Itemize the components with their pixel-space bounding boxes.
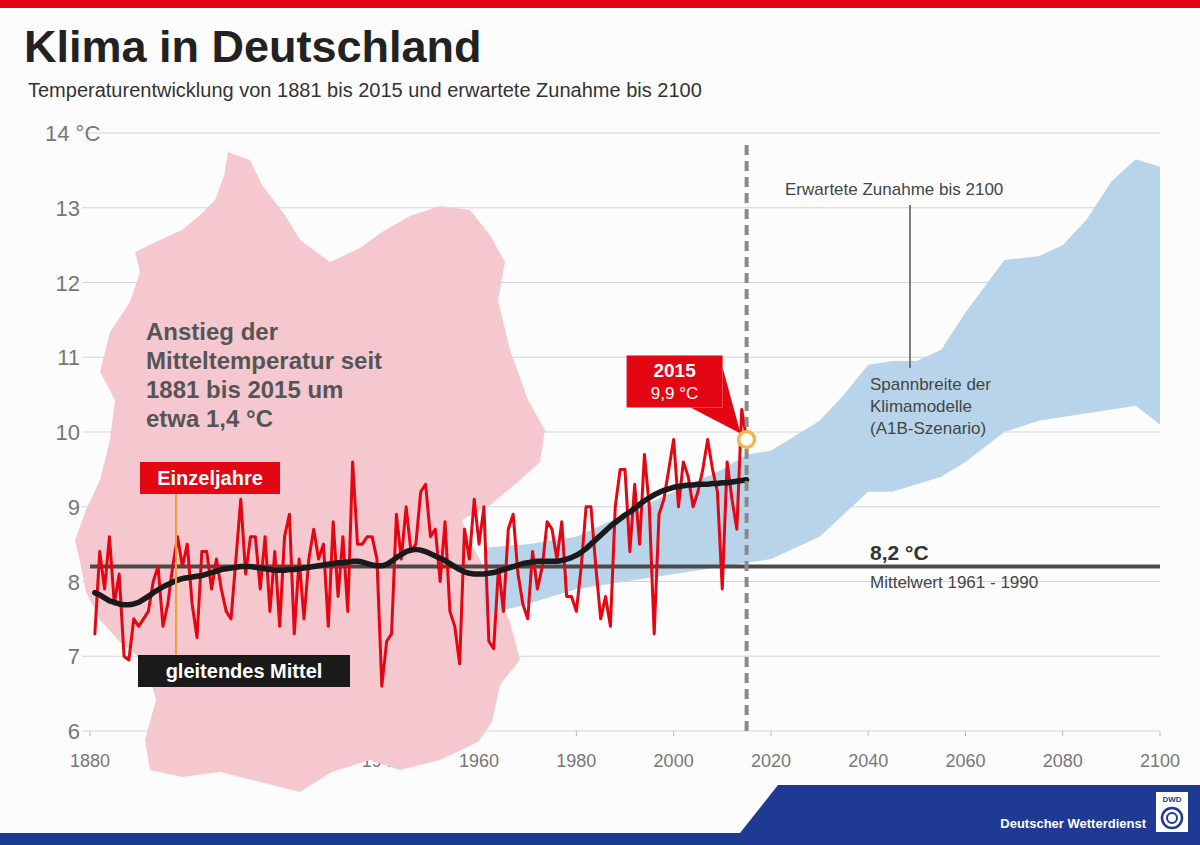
grid-line — [82, 133, 1160, 134]
x-tick-label: 1960 — [459, 751, 499, 771]
rise-annotation: 1881 bis 2015 um — [146, 376, 343, 403]
leader-line — [909, 205, 911, 368]
x-tick-label: 1880 — [70, 751, 110, 771]
y-tick-label: 14 °C — [45, 121, 100, 146]
logo-text: DWD — [1162, 795, 1181, 804]
x-tick-label: 2040 — [848, 751, 888, 771]
label-leader — [175, 492, 177, 656]
x-tick — [1160, 731, 1161, 736]
y-tick-label: 12 — [56, 271, 80, 296]
y-tick-label: 8 — [68, 570, 80, 595]
moving-average-line — [95, 480, 747, 605]
rise-annotation: etwa 1,4 °C — [146, 405, 273, 432]
y-tick-label: 6 — [68, 719, 80, 744]
x-tick-label: 2080 — [1043, 751, 1083, 771]
x-tick — [576, 731, 577, 736]
y-tick-label: 9 — [68, 495, 80, 520]
x-tick-label: 2100 — [1140, 751, 1180, 771]
chart: Klima in Deutschland Temperaturentwicklun… — [0, 0, 1200, 845]
rise-annotation: Anstieg der — [146, 318, 278, 345]
series-label: gleitendes Mittel — [166, 660, 323, 682]
reference-value-label: 8,2 °C — [870, 541, 929, 564]
callout-box — [627, 355, 723, 407]
x-tick — [965, 731, 966, 736]
label-line: Spannbreite der — [870, 375, 991, 394]
label-line: Klimamodelle — [870, 397, 972, 416]
title: Klima in Deutschland — [24, 21, 482, 72]
series-label: Einzeljahre — [157, 467, 263, 489]
germany-map — [75, 152, 545, 792]
rise-annotation: Mitteltemperatur seit — [146, 347, 382, 374]
x-tick — [868, 731, 869, 736]
annual-line — [95, 410, 747, 687]
callout-label: 2015 — [653, 360, 696, 381]
label-line: (A1B-Szenario) — [870, 419, 986, 438]
x-tick — [770, 731, 771, 736]
plot-area — [90, 159, 1160, 686]
logo-swirl — [1162, 808, 1182, 828]
callout-text: 9,9 °C — [651, 384, 698, 403]
reference-text: Mittelwert 1961 - 1990 — [870, 573, 1038, 592]
series-label-box — [138, 655, 350, 687]
x-tick-label: 2060 — [945, 751, 985, 771]
y-tick-label: 7 — [68, 644, 80, 669]
x-tick-label: 2000 — [654, 751, 694, 771]
y-tick-label: 13 — [56, 196, 80, 221]
subtitle: Temperaturentwicklung von 1881 bis 2015 … — [28, 79, 702, 101]
x-tick — [90, 731, 91, 736]
footer-band — [740, 785, 1200, 833]
x-tick-label: 2020 — [751, 751, 791, 771]
y-tick-label: 11 — [57, 345, 80, 370]
callout-point — [739, 431, 755, 447]
x-tick — [1062, 731, 1063, 736]
logo-swirl — [1167, 813, 1177, 823]
x-tick — [673, 731, 674, 736]
y-tick-label: 10 — [56, 420, 80, 445]
projection-annotation: Erwartete Zunahme bis 2100 — [785, 180, 1003, 199]
x-tick-label: 1980 — [556, 751, 596, 771]
bottom-stripe — [0, 833, 1200, 845]
background — [0, 0, 1200, 845]
series-label-box — [140, 462, 280, 494]
top-stripe — [0, 0, 1200, 8]
source: Deutscher Wetterdienst — [1000, 816, 1146, 831]
model-range-label: Spannbreite der Klimamodelle (A1B-Szenario… — [870, 375, 991, 438]
logo-box — [1156, 792, 1188, 832]
